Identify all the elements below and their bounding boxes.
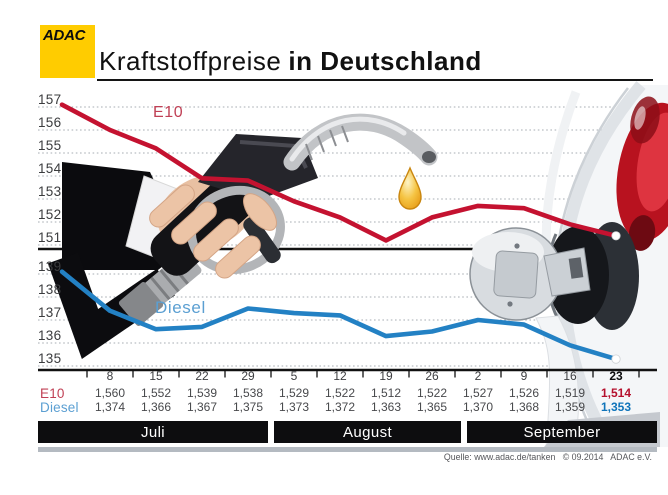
hose-nut: [118, 282, 164, 326]
fuel-door-lid: [469, 227, 563, 321]
fuel-nozzle-hand-photo: [47, 113, 438, 359]
source-credit: Quelle: www.adac.de/tanken © 09.2014 ADA…: [443, 452, 652, 462]
e10-price-line: [59, 102, 619, 243]
page-title: Kraftstoffpreise in Deutschland: [99, 46, 482, 77]
fingers: [149, 184, 277, 279]
title-bold: in Deutschland: [288, 46, 482, 76]
nozzle-spout: [283, 113, 438, 171]
spout-ridges: [305, 125, 349, 161]
nozzle-body: [198, 134, 318, 200]
title-light: Kraftstoffpreise: [99, 46, 282, 76]
trigger: [243, 216, 281, 264]
spout-tip: [422, 151, 436, 163]
adac-logo-text: ADAC: [43, 27, 86, 44]
taillight: [616, 96, 668, 251]
title-underline: [97, 79, 653, 81]
door-hinge: [543, 247, 591, 297]
hinge-pin: [568, 257, 584, 279]
e10-endpoint-dot: [611, 231, 621, 241]
photo-illustration: [47, 81, 668, 451]
spout-highlight: [289, 116, 407, 162]
trigger-guard: [187, 185, 285, 275]
car-fuel-door-photo: [469, 81, 668, 451]
shadow-strip: [38, 447, 657, 452]
chart-series-layer: [38, 102, 657, 378]
fuel-droplet-icon: [398, 166, 422, 210]
diesel-endpoint-dot: [611, 354, 621, 364]
adac-logo: ADAC: [40, 25, 95, 78]
diesel-price-line: [59, 269, 619, 362]
